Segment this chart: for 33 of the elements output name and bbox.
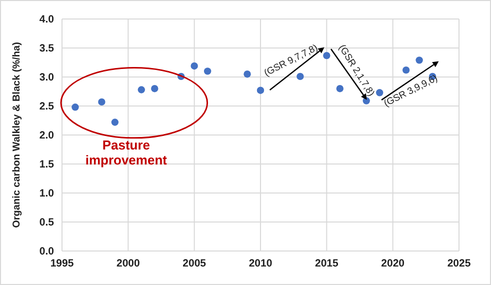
point bbox=[376, 89, 384, 96]
y-tick-label: 2.5 bbox=[39, 100, 54, 113]
x-tick-label: 2025 bbox=[447, 257, 471, 270]
x-tick-label: 2005 bbox=[182, 257, 206, 270]
y-tick-label: 4.0 bbox=[39, 14, 54, 26]
point bbox=[138, 86, 145, 94]
x-tick-label: 1995 bbox=[50, 257, 74, 270]
y-tick-label: 3.0 bbox=[39, 72, 54, 84]
x-tick-label: 2020 bbox=[381, 257, 405, 270]
point bbox=[336, 85, 344, 92]
point bbox=[111, 118, 119, 126]
point bbox=[151, 85, 158, 92]
point bbox=[204, 68, 212, 75]
y-tick-label: 0.5 bbox=[39, 216, 54, 229]
y-tick-label: 2.0 bbox=[39, 130, 54, 142]
x-tick-label: 2010 bbox=[248, 257, 272, 270]
y-axis-title: Organic carbon Walkley & Black (%/ha) bbox=[12, 42, 23, 228]
x-tick-label: 2015 bbox=[314, 257, 339, 270]
point bbox=[323, 52, 330, 60]
point bbox=[402, 66, 410, 74]
y-tick-label: 0.0 bbox=[39, 246, 54, 258]
point bbox=[256, 86, 264, 94]
point bbox=[416, 56, 423, 64]
point bbox=[72, 104, 79, 111]
y-tick-label: 1.5 bbox=[39, 158, 54, 171]
y-tick-label: 1.0 bbox=[39, 188, 54, 200]
point bbox=[296, 72, 304, 80]
point bbox=[190, 62, 198, 70]
annotation: Pasture improvement bbox=[85, 138, 168, 168]
x-tick-label: 2000 bbox=[116, 257, 140, 270]
point bbox=[244, 70, 251, 78]
y-tick-label: 3.5 bbox=[39, 42, 54, 55]
point bbox=[98, 98, 106, 106]
